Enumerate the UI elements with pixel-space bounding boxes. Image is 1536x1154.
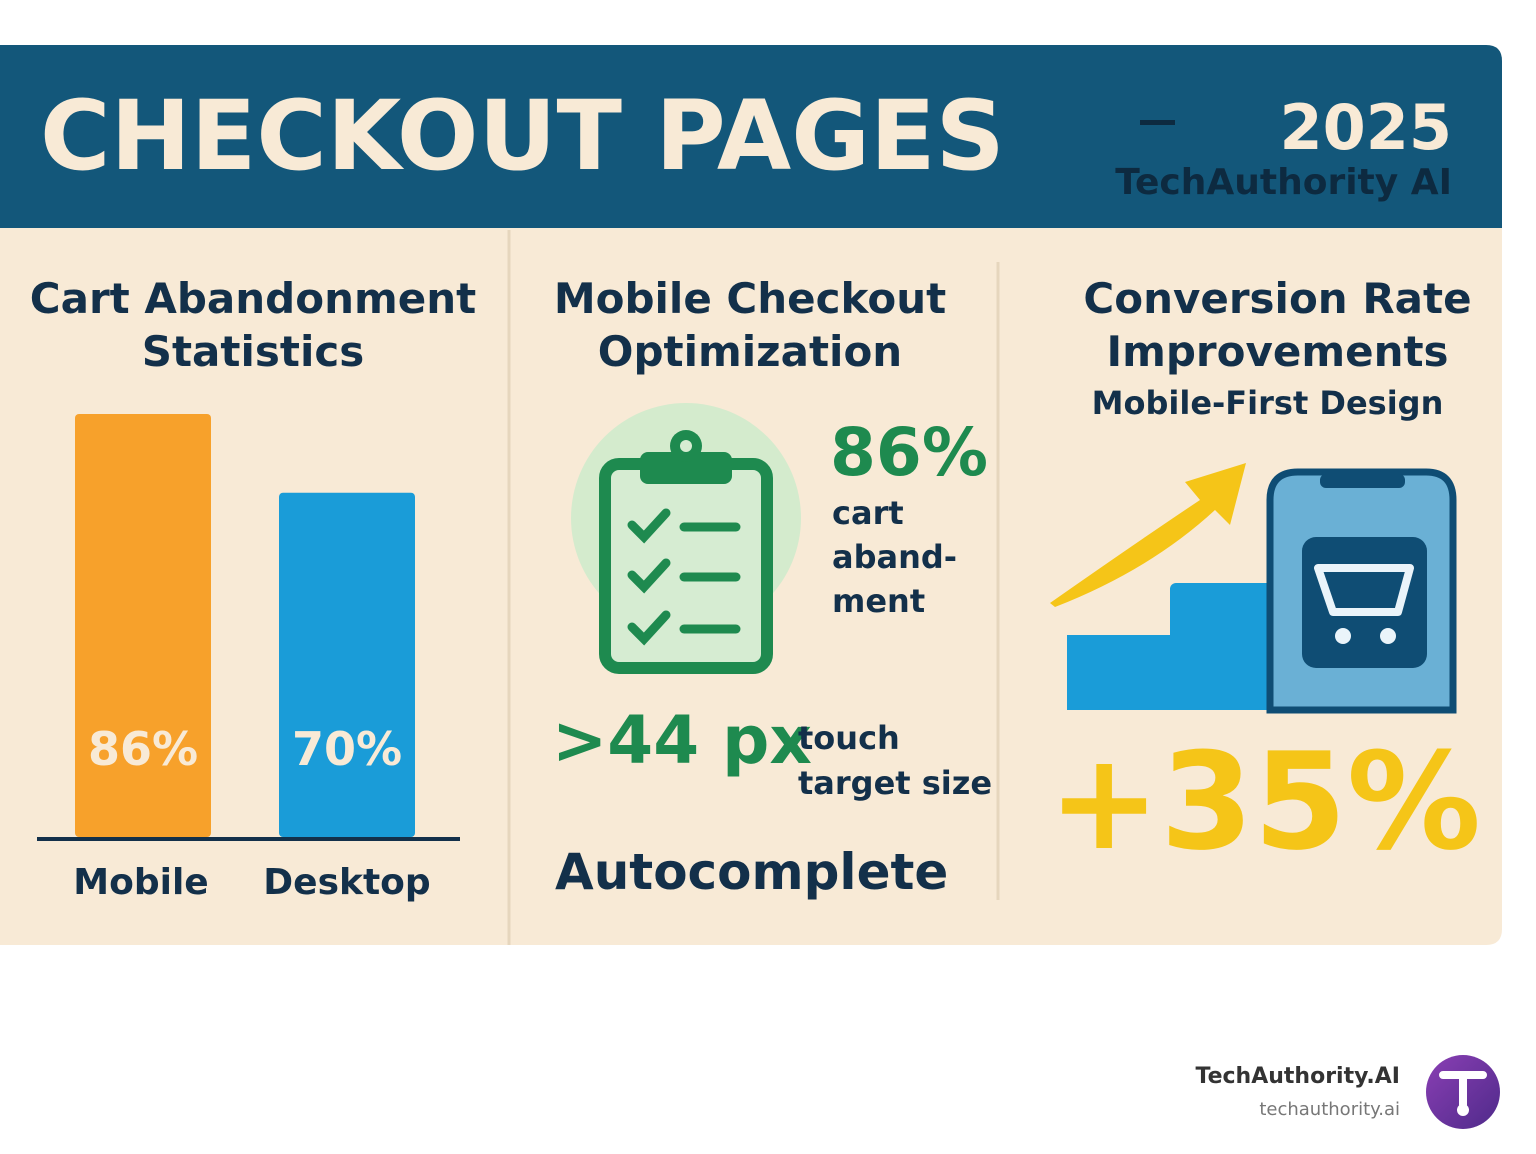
- footer-brand: TechAuthority.AI: [1195, 1064, 1401, 1089]
- stat: 86%: [830, 414, 988, 491]
- panel-title: Conversion Rate Improvements: [1083, 274, 1472, 376]
- logo-mark: [1439, 1071, 1487, 1109]
- arrow: [1050, 463, 1246, 607]
- clip-hole: [680, 440, 692, 452]
- cart-wheel: [1335, 628, 1351, 644]
- touch-value: >44 px: [552, 702, 812, 779]
- header-brand: TechAuthority AI: [1115, 162, 1452, 203]
- touch-caption: target size: [798, 764, 993, 802]
- dash: [1140, 120, 1175, 125]
- logo-dot: [1457, 1104, 1469, 1116]
- touch-caption: touch: [798, 719, 900, 757]
- clipboard: [599, 458, 773, 674]
- cart: [1314, 564, 1414, 616]
- stat-caption: ment: [832, 582, 926, 620]
- stat-caption: cart: [832, 494, 904, 532]
- bar: [75, 414, 211, 837]
- clip: [640, 452, 732, 484]
- checklist: [627, 508, 741, 646]
- panel-title: Cart Abandonment Statistics: [29, 274, 477, 376]
- phone-notch: [1320, 474, 1405, 488]
- value-label: 70%: [292, 722, 402, 776]
- big-stat: +35%: [1048, 724, 1482, 880]
- category-label: Mobile: [73, 862, 208, 903]
- panel-title: Mobile Checkout Optimization: [553, 274, 947, 376]
- header-bar: [0, 45, 1502, 228]
- panel-subtitle: Mobile-First Design: [1091, 384, 1444, 422]
- stat-caption: aband-: [832, 538, 958, 576]
- year: 2025: [1279, 91, 1452, 164]
- cart-tile: [1302, 537, 1427, 668]
- feature: Autocomplete: [555, 843, 949, 901]
- value-label: 86%: [88, 722, 198, 776]
- step: [1170, 583, 1280, 710]
- cart-wheel: [1380, 628, 1396, 644]
- page-title: CHECKOUT PAGES: [40, 80, 1005, 192]
- bar: [279, 492, 415, 837]
- category-label: Desktop: [263, 862, 430, 903]
- footer-url: techauthority.ai: [1259, 1099, 1400, 1120]
